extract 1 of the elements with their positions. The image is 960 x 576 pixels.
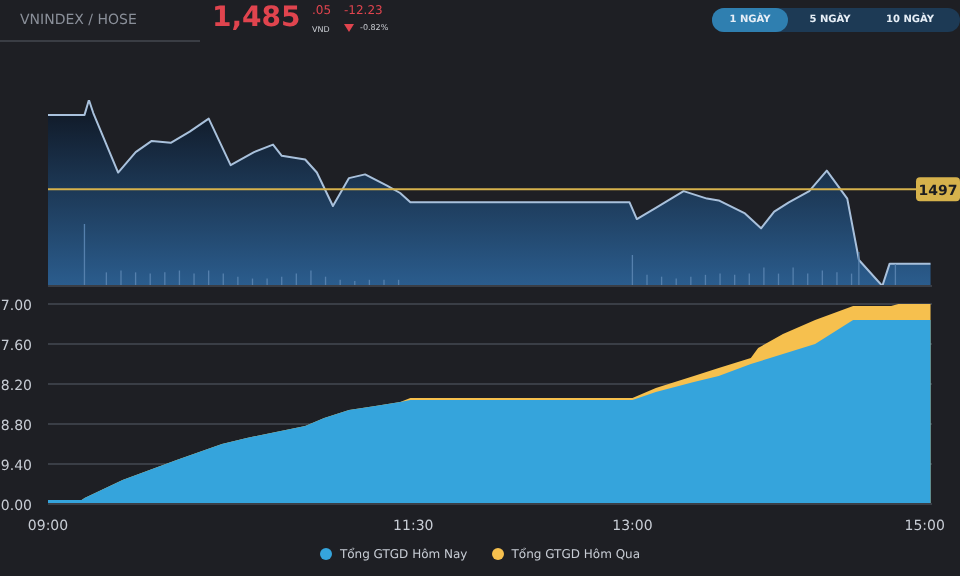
text: 1,485 xyxy=(212,2,301,34)
